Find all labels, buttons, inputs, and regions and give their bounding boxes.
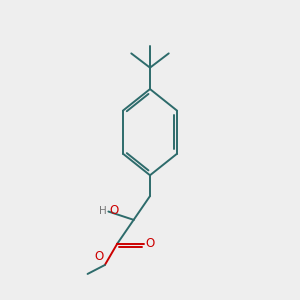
Text: H: H xyxy=(99,206,107,216)
Text: O: O xyxy=(146,237,155,250)
Text: O: O xyxy=(95,250,104,262)
Text: O: O xyxy=(110,204,119,217)
